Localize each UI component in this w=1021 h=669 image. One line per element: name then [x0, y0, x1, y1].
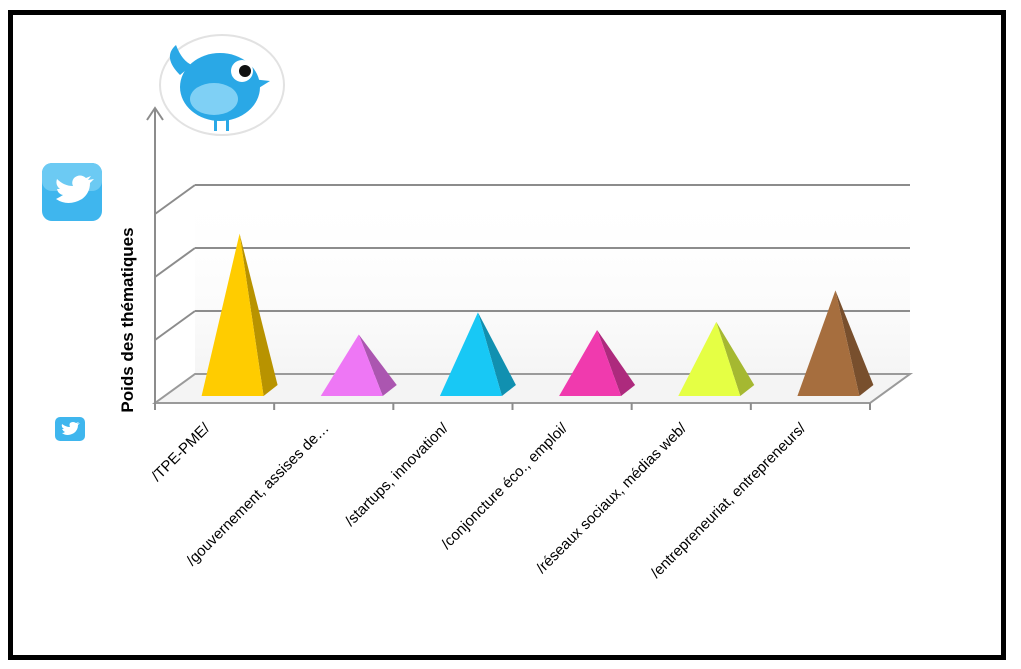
x-tick-label: /startups, innovation/ [342, 419, 452, 529]
bar-side-face [477, 312, 516, 396]
bar-6 [797, 290, 874, 396]
chart-x-tick-labels: /TPE-PME//gouvernement, assises de…/star… [148, 419, 809, 581]
chart-bars [201, 233, 874, 396]
bar-3 [439, 312, 516, 396]
bar-front-face [439, 312, 502, 396]
bar-side-face [835, 290, 874, 396]
bar-side-face [358, 334, 397, 396]
bar-5 [678, 321, 755, 396]
y-axis-arrow [146, 106, 164, 121]
twitter-logo-small-icon [55, 417, 85, 441]
x-tick-label: /TPE-PME/ [148, 419, 214, 485]
bar-2 [320, 334, 397, 396]
x-tick-label: /gouvernement, assises de… [183, 420, 332, 569]
bar-front-face [559, 330, 622, 396]
twitter-logo-icon [42, 163, 102, 221]
bar-4 [559, 330, 636, 396]
gridline-side [154, 310, 196, 341]
bar-front-face [320, 334, 383, 396]
bar-side-face [716, 321, 755, 396]
gridline-side [154, 247, 196, 278]
gridline-side [154, 184, 196, 215]
bar-side-face [597, 330, 636, 396]
bar-1 [201, 233, 278, 396]
y-axis-label: Poids des thématiques [118, 227, 137, 412]
x-tick-label: /conjoncture éco., emploi/ [438, 419, 571, 552]
chart-back-wall [195, 185, 910, 374]
bar-side-face [239, 233, 278, 396]
bar-front-face [797, 290, 860, 396]
twitter-bird-icon [159, 34, 285, 136]
bar-front-face [201, 233, 264, 396]
bar-front-face [678, 321, 741, 396]
